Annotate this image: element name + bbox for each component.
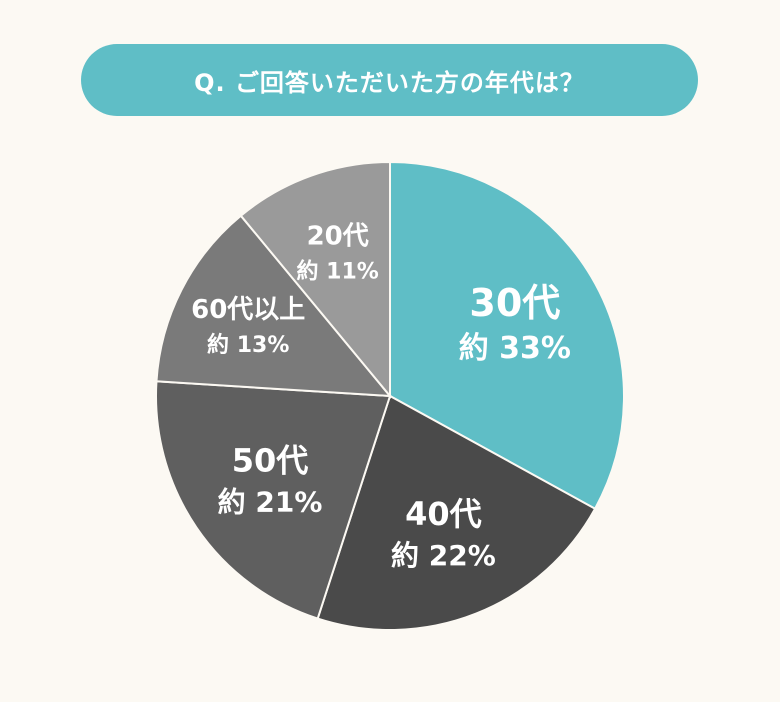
pie-slice-1	[316, 394, 597, 631]
slice-value-label-2: 約 21%	[218, 486, 323, 519]
slice-category-label-1: 40代	[405, 495, 482, 533]
slice-category-label-0: 30代	[469, 281, 560, 325]
slice-category-label-4: 20代	[307, 222, 369, 252]
pie-slice-4	[239, 160, 391, 399]
slice-value-label-4: 約 11%	[297, 259, 379, 285]
question-title: Q. ご回答いただいた方の年代は？	[194, 68, 585, 97]
pie-slice-0	[389, 160, 625, 511]
pie-slice-2	[155, 380, 392, 620]
slice-category-label-2: 50代	[232, 442, 309, 480]
slice-value-label-1: 約 22%	[391, 539, 496, 572]
slice-value-label-0: 約 33%	[459, 331, 571, 366]
question-title-banner: Q. ご回答いただいた方の年代は？	[81, 44, 698, 116]
slice-category-label-3: 60代以上	[191, 295, 305, 325]
pie-slice-3	[155, 214, 393, 398]
slice-value-label-3: 約 13%	[207, 332, 289, 358]
